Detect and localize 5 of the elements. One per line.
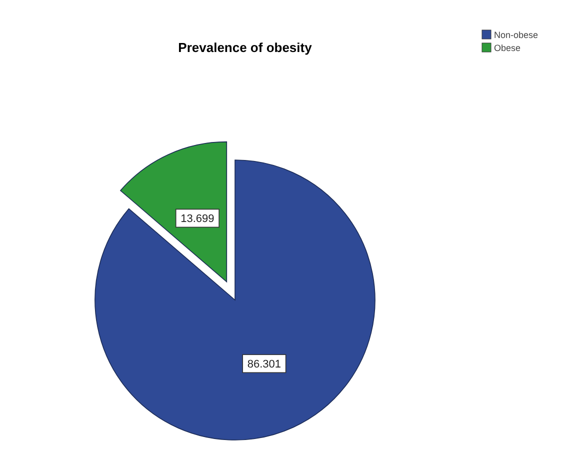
legend-label: Non-obese xyxy=(494,30,538,40)
data-label: 13.699 xyxy=(180,213,214,226)
data-label: 86.301 xyxy=(247,358,282,371)
text: Prevalence of obesity xyxy=(178,40,313,55)
legend-label: Obese xyxy=(494,43,521,53)
